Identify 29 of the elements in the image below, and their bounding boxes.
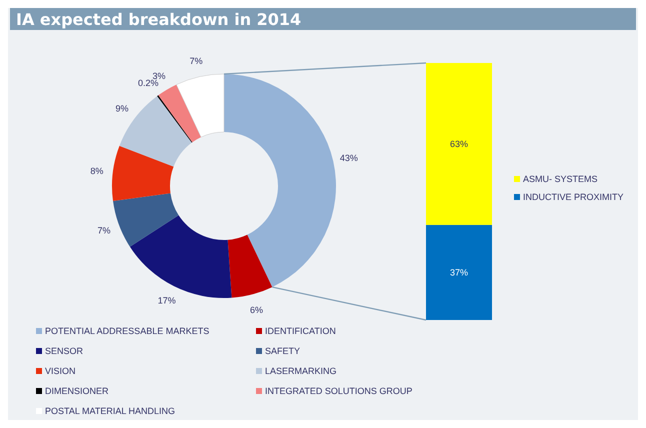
data-label: 8% xyxy=(90,166,104,176)
donut-slice xyxy=(112,146,174,202)
legend-label: POTENTIAL ADDRESSABLE MARKETS xyxy=(45,326,210,336)
data-label: 37% xyxy=(450,267,468,278)
legend-label: POSTAL MATERIAL HANDLING xyxy=(45,406,176,416)
legend-label: ASMU- SYSTEMS xyxy=(523,174,598,184)
legend-label: SAFETY xyxy=(265,346,300,356)
legend-label: LASERMARKING xyxy=(265,366,337,376)
data-label: 43% xyxy=(340,152,358,163)
data-label: 63% xyxy=(450,138,468,149)
donut-slice xyxy=(113,193,179,247)
legend-label: INDUCTIVE PROXIMITY xyxy=(523,192,624,202)
donut-slice xyxy=(157,95,192,143)
data-label: 17% xyxy=(158,295,176,306)
data-label: 9% xyxy=(116,104,129,114)
legend-label: SENSOR xyxy=(45,346,84,356)
data-label: 7% xyxy=(190,56,203,66)
donut-slice xyxy=(224,74,336,288)
donut-slice xyxy=(228,234,272,298)
donut-slice xyxy=(158,84,202,142)
donut-slice xyxy=(130,215,232,298)
legend-label: IDENTIFICATION xyxy=(265,326,336,336)
data-label: 7% xyxy=(97,225,110,236)
data-label: 6% xyxy=(250,304,264,315)
chart-title: IA expected breakdown in 2014 xyxy=(16,10,302,29)
legend-label: VISION xyxy=(45,366,76,376)
donut-slice xyxy=(176,74,224,138)
legend-label: INTEGRATED SOLUTIONS GROUP xyxy=(265,386,412,396)
legend-label: DIMENSIONER xyxy=(45,386,110,396)
